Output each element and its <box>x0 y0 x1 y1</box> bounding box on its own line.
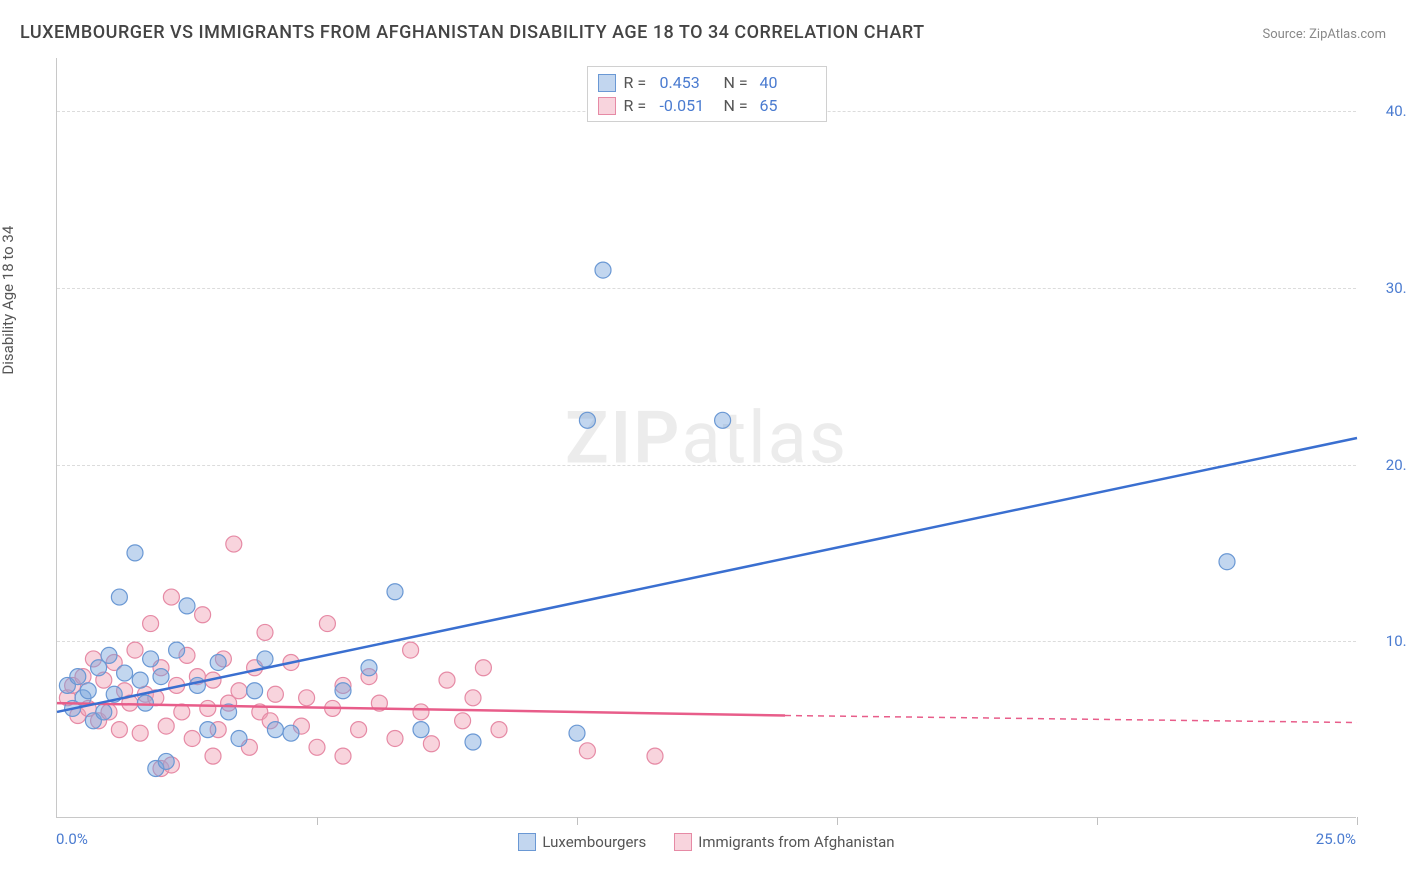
scatter-point <box>361 660 377 676</box>
scatter-point <box>569 725 585 741</box>
scatter-point <box>127 642 143 658</box>
scatter-point <box>309 739 325 755</box>
scatter-point <box>179 598 195 614</box>
scatter-point <box>163 589 179 605</box>
scatter-point <box>80 683 96 699</box>
scatter-point <box>387 584 403 600</box>
scatter-point <box>143 651 159 667</box>
scatter-point <box>117 665 133 681</box>
scatter-point <box>195 607 211 623</box>
scatter-point <box>158 753 174 769</box>
x-tick-mark <box>317 817 318 825</box>
legend-row-afg: R = -0.051 N = 65 <box>598 94 816 117</box>
scatter-point <box>465 734 481 750</box>
n-val-afg: 65 <box>760 96 816 115</box>
swatch-lux <box>598 74 616 92</box>
scatter-point <box>413 722 429 738</box>
scatter-point <box>475 660 491 676</box>
scatter-point <box>200 722 216 738</box>
y-tick-label: 10.0% <box>1366 632 1406 650</box>
chart-container: LUXEMBOURGER VS IMMIGRANTS FROM AFGHANIS… <box>0 0 1406 892</box>
scatter-point <box>231 730 247 746</box>
scatter-point <box>335 748 351 764</box>
x-tick-min: 0.0% <box>56 830 88 848</box>
r-label: R = <box>624 96 652 115</box>
scatter-point <box>137 695 153 711</box>
x-tick-mark <box>837 817 838 825</box>
scatter-point <box>132 672 148 688</box>
header-row: LUXEMBOURGER VS IMMIGRANTS FROM AFGHANIS… <box>20 22 1386 43</box>
scatter-svg <box>57 58 1356 817</box>
scatter-point <box>127 545 143 561</box>
scatter-point <box>111 589 127 605</box>
x-tick-mark <box>1097 817 1098 825</box>
scatter-point <box>101 647 117 663</box>
scatter-point <box>257 624 273 640</box>
scatter-point <box>455 713 471 729</box>
scatter-point <box>387 730 403 746</box>
y-tick-label: 40.0% <box>1366 102 1406 120</box>
scatter-point <box>1219 554 1235 570</box>
scatter-point <box>579 743 595 759</box>
scatter-point <box>491 722 507 738</box>
scatter-point <box>200 700 216 716</box>
legend-row-lux: R = 0.453 N = 40 <box>598 71 816 94</box>
scatter-point <box>226 536 242 552</box>
scatter-point <box>413 704 429 720</box>
scatter-point <box>267 722 283 738</box>
scatter-point <box>299 690 315 706</box>
chart-title: LUXEMBOURGER VS IMMIGRANTS FROM AFGHANIS… <box>20 22 925 43</box>
n-label: N = <box>724 73 752 92</box>
scatter-point <box>335 683 351 699</box>
r-val-afg: -0.051 <box>660 96 716 115</box>
source-label: Source: ZipAtlas.com <box>1262 27 1386 42</box>
regression-line <box>57 438 1357 712</box>
n-val-lux: 40 <box>760 73 816 92</box>
scatter-point <box>647 748 663 764</box>
scatter-point <box>439 672 455 688</box>
scatter-point <box>70 669 86 685</box>
scatter-point <box>595 262 611 278</box>
scatter-point <box>579 412 595 428</box>
scatter-point <box>423 736 439 752</box>
scatter-point <box>169 642 185 658</box>
scatter-point <box>158 718 174 734</box>
scatter-point <box>319 616 335 632</box>
plot-area: ZIPatlas 10.0%20.0%30.0%40.0% R = 0.453 … <box>56 58 1356 818</box>
swatch-afg <box>598 97 616 115</box>
legend-correlation: R = 0.453 N = 40 R = -0.051 N = 65 <box>587 66 827 122</box>
y-tick-label: 20.0% <box>1366 456 1406 474</box>
x-tick-max: 25.0% <box>1316 830 1356 848</box>
scatter-point <box>247 683 263 699</box>
scatter-point <box>283 725 299 741</box>
regression-line <box>785 715 1357 722</box>
y-tick-label: 30.0% <box>1366 279 1406 297</box>
scatter-point <box>465 690 481 706</box>
scatter-point <box>132 725 148 741</box>
scatter-point <box>111 722 127 738</box>
scatter-point <box>267 686 283 702</box>
scatter-point <box>96 704 112 720</box>
scatter-point <box>210 654 226 670</box>
scatter-point <box>153 669 169 685</box>
scatter-point <box>184 730 200 746</box>
x-tick-mark <box>577 817 578 825</box>
n-label: N = <box>724 96 752 115</box>
x-tick-mark <box>1357 817 1358 825</box>
scatter-point <box>189 677 205 693</box>
scatter-point <box>257 651 273 667</box>
scatter-point <box>205 748 221 764</box>
scatter-point <box>715 412 731 428</box>
r-label: R = <box>624 73 652 92</box>
scatter-point <box>143 616 159 632</box>
scatter-point <box>351 722 367 738</box>
y-axis-title: Disability Age 18 to 34 <box>0 226 17 375</box>
scatter-point <box>231 683 247 699</box>
scatter-point <box>403 642 419 658</box>
r-val-lux: 0.453 <box>660 73 716 92</box>
x-axis-labels: 0.0% 25.0% <box>56 830 1356 848</box>
